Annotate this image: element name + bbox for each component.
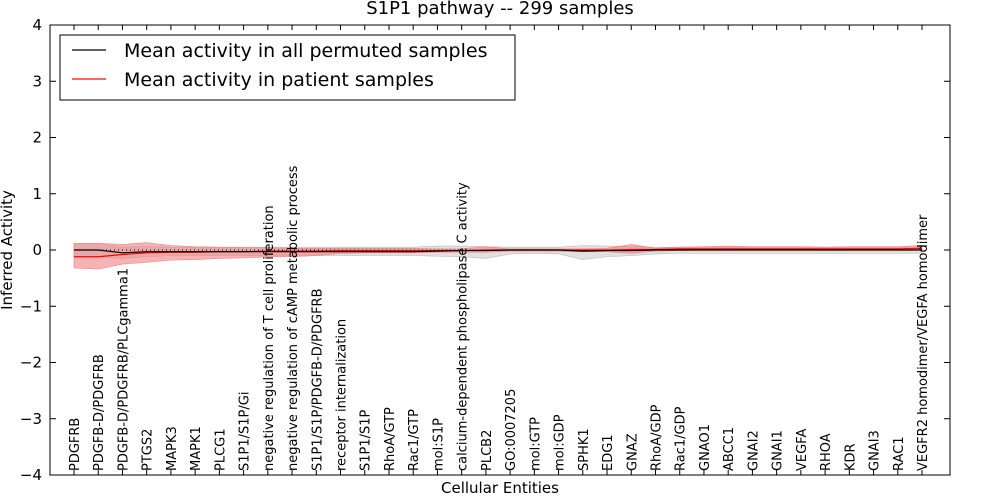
- category-label: S1P1/S1P/Gi: [238, 392, 253, 471]
- category-label: Rac1/GTP: [407, 409, 422, 471]
- category-label: S1P1/S1P: [359, 409, 374, 471]
- category-label: mol:S1P: [431, 418, 446, 471]
- category-label: VEGFA: [795, 429, 810, 471]
- category-label: SPHK1: [577, 428, 592, 471]
- y-tick-label: 2: [32, 129, 42, 147]
- category-label: mol:GTP: [528, 417, 543, 471]
- category-label: RHOA: [819, 433, 834, 471]
- category-label: VEGFR2 homodimer/VEGFA homodimer: [916, 214, 931, 471]
- category-label: negative regulation of T cell proliferat…: [262, 205, 277, 471]
- category-label: MAPK1: [189, 426, 204, 471]
- category-label: S1P1/S1P/PDGFB-D/PDGFRB: [310, 288, 325, 471]
- category-label: PLCB2: [480, 430, 495, 471]
- category-label: GO:0007205: [504, 389, 519, 471]
- legend: Mean activity in all permuted samples Me…: [59, 34, 516, 101]
- y-tick-label: −2: [20, 354, 42, 372]
- category-label: RhoA/GDP: [649, 404, 664, 471]
- category-label: ABCC1: [722, 427, 737, 471]
- y-tick-label: −3: [20, 410, 42, 428]
- y-tick-label: −1: [20, 297, 42, 315]
- category-label: EDG1: [601, 434, 616, 471]
- category-label: negative regulation of cAMP metabolic pr…: [286, 165, 301, 471]
- legend-box: [59, 34, 516, 101]
- category-label: calcium-dependent phospholipase C activi…: [456, 182, 471, 471]
- y-tick-label: −4: [20, 466, 42, 484]
- x-axis-categories: PDGFRB PDGFB-D/PDGFRB PDGFB-D/PDGFRB/PLCga…: [68, 25, 931, 475]
- category-label: PLCG1: [213, 428, 228, 471]
- category-label: RhoA/GTP: [383, 407, 398, 471]
- category-label: PDGFB-D/PDGFRB: [92, 354, 107, 471]
- category-label: GNAI1: [771, 430, 786, 471]
- category-label: MAPK3: [165, 426, 180, 471]
- category-label: GNAI3: [868, 430, 883, 471]
- legend-label-patient: Mean activity in patient samples: [124, 69, 434, 91]
- category-label: PTGS2: [141, 429, 156, 471]
- legend-label-permuted: Mean activity in all permuted samples: [124, 40, 487, 62]
- category-label: PDGFB-D/PDGFRB/PLCgamma1: [116, 268, 131, 471]
- y-axis: −4 −3 −2 −1 0 1 2 3 4: [20, 16, 950, 484]
- x-axis-label: Cellular Entities: [441, 479, 559, 497]
- category-label: receptor internalization: [335, 319, 350, 471]
- confidence-bands: [73, 242, 923, 270]
- series-lines: [74, 247, 923, 258]
- category-label: RAC1: [892, 436, 907, 471]
- series-line-permuted: [74, 249, 922, 254]
- category-label: GNAO1: [698, 424, 713, 471]
- y-tick-label: 0: [32, 241, 42, 259]
- category-label: GNAI2: [746, 430, 761, 471]
- y-tick-label: 1: [32, 185, 42, 203]
- y-axis-label: Inferred Activity: [0, 190, 16, 310]
- category-label: mol:GDP: [553, 414, 568, 471]
- chart-title: S1P1 pathway -- 299 samples: [366, 0, 634, 19]
- category-label: GNAZ: [625, 433, 640, 471]
- y-tick-label: 4: [32, 16, 42, 34]
- category-label: Rac1/GDP: [674, 406, 689, 471]
- category-label: PDGFRB: [68, 418, 83, 471]
- category-label: KDR: [843, 443, 858, 471]
- y-tick-label: 3: [32, 72, 42, 90]
